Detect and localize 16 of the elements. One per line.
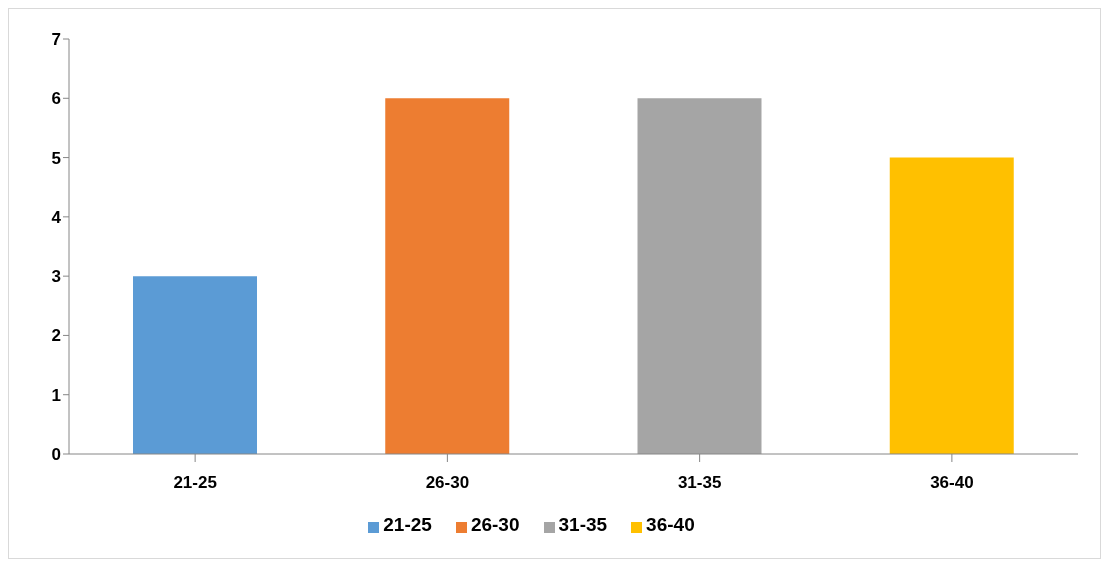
legend-label: 31-35 — [558, 514, 608, 535]
y-tick-label: 1 — [51, 385, 61, 405]
y-tick-label: 6 — [51, 89, 61, 109]
legend-label: 21-25 — [383, 514, 432, 535]
y-tick-label: 7 — [51, 30, 61, 50]
x-tick-label: 36-40 — [930, 473, 974, 493]
y-tick-label: 5 — [51, 148, 61, 168]
x-tick-label: 26-30 — [425, 473, 470, 493]
y-tick-label: 0 — [51, 445, 61, 465]
y-tick-label: 3 — [51, 267, 61, 287]
legend-label: 36-40 — [646, 514, 695, 535]
x-tick-label: 31-35 — [677, 473, 722, 493]
y-tick-label: 4 — [51, 207, 62, 227]
y-tick-label: 2 — [51, 326, 61, 346]
x-tick-label: 21-25 — [173, 473, 217, 493]
legend-label: 26-30 — [470, 514, 520, 535]
